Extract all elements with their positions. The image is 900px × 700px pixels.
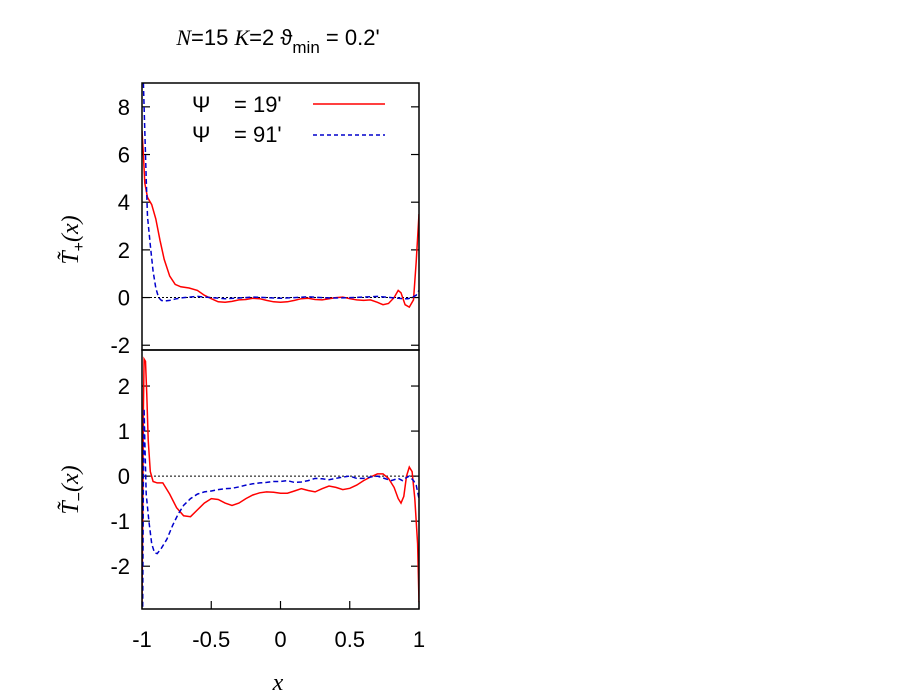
top-series-group	[142, 83, 419, 309]
top-y-axis-label: T̃+(x)	[57, 215, 88, 264]
bottom-y-tick-label: 0	[118, 464, 130, 489]
legend: Ψ = 19' Ψ = 91'	[192, 92, 385, 147]
bottom-y-tick-label: -1	[110, 509, 130, 534]
x-tick-label: 0	[274, 627, 286, 652]
top-series-line-0	[142, 130, 419, 309]
top-y-tick-label: 2	[118, 238, 130, 263]
title-n-value: =15	[191, 25, 234, 50]
top-y-tick-label: 6	[118, 143, 130, 168]
top-y-tick-label: -2	[110, 333, 130, 358]
bottom-series-group	[142, 356, 419, 607]
bottom-series-line-1	[142, 408, 419, 607]
top-series-line-1	[142, 83, 419, 302]
bottom-panel: 2 1 0 -1 -2 -1 -0.5 0 0.5 1 T̃−(x) x	[57, 349, 425, 696]
x-tick-label: 0.5	[334, 627, 365, 652]
title-rest: = 0.2'	[320, 25, 380, 50]
legend-entry-psi-19: Ψ = 19'	[192, 92, 385, 117]
x-tick-label: -0.5	[192, 627, 230, 652]
chart-title: N=15 K=2 ϑmin = 0.2'	[175, 25, 379, 57]
title-n-symbol: N	[175, 25, 192, 50]
bottom-series-line-0	[142, 356, 419, 607]
bottom-x-ticks: -1 -0.5 0 0.5 1	[132, 601, 425, 652]
top-y-tick-label: 8	[118, 95, 130, 120]
title-k-symbol: K	[233, 25, 250, 50]
bottom-y-tick-label: -2	[110, 554, 130, 579]
x-axis-label: x	[272, 670, 284, 696]
legend-entry-psi-91: Ψ = 91'	[192, 122, 385, 147]
top-y-ticks: 8 6 4 2 0 -2	[110, 95, 419, 358]
bottom-y-axis-label: T̃−(x)	[57, 465, 88, 514]
bottom-plot-frame	[141, 349, 420, 610]
top-y-tick-label: 4	[118, 190, 130, 215]
top-panel: 8 6 4 2 0 -2 T̃+(x) Ψ = 19' Ψ = 91'	[57, 82, 420, 358]
bottom-y-ticks: 2 1 0 -1 -2	[110, 374, 419, 579]
x-tick-label: -1	[132, 627, 152, 652]
bottom-y-tick-label: 1	[118, 419, 130, 444]
bottom-y-tick-label: 2	[118, 374, 130, 399]
x-tick-label: 1	[413, 627, 425, 652]
legend-symbol-psi-91: Ψ	[192, 122, 210, 147]
title-subscript: min	[292, 38, 319, 57]
legend-label-psi-91: = 91'	[234, 122, 282, 147]
top-y-tick-label: 0	[118, 286, 130, 311]
title-k-value: =2 ϑ	[249, 25, 292, 50]
legend-label-psi-19: = 19'	[234, 92, 282, 117]
legend-symbol-psi-19: Ψ	[192, 92, 210, 117]
